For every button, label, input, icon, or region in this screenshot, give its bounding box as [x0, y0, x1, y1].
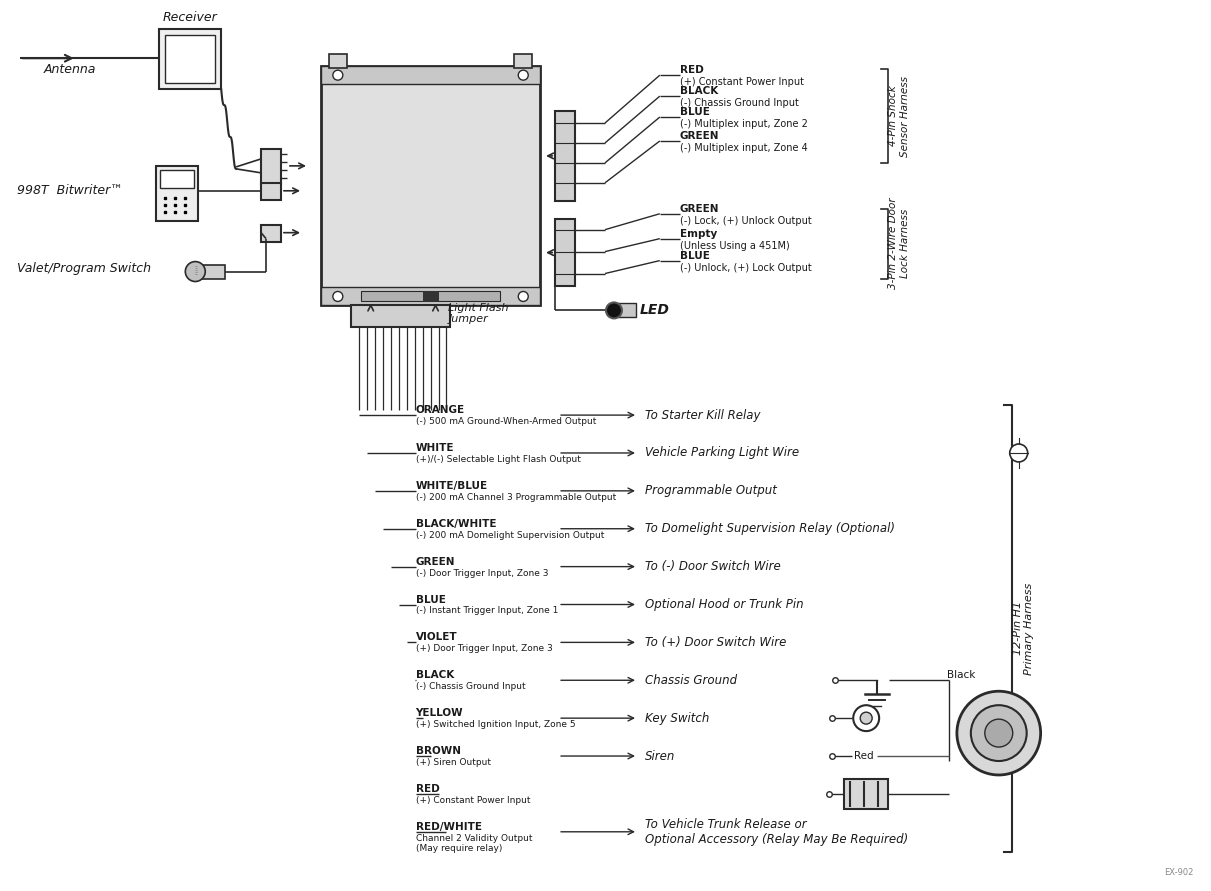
Bar — [844, 779, 888, 809]
Text: GREEN: GREEN — [679, 204, 719, 214]
Bar — [262, 183, 281, 200]
Text: RED: RED — [415, 784, 440, 794]
Text: Channel 2 Validity Output
(May require relay): Channel 2 Validity Output (May require r… — [415, 834, 532, 854]
Bar — [515, 54, 532, 69]
Text: VIOLET: VIOLET — [415, 633, 458, 642]
Bar — [160, 29, 222, 89]
Bar — [262, 149, 281, 184]
Bar — [555, 218, 575, 287]
Circle shape — [518, 70, 528, 80]
Text: ORANGE: ORANGE — [415, 405, 465, 415]
Bar — [160, 170, 194, 188]
Circle shape — [333, 70, 343, 80]
Bar — [361, 291, 500, 301]
Text: Vehicle Parking Light Wire: Vehicle Parking Light Wire — [645, 446, 799, 460]
Text: Programmable Output: Programmable Output — [645, 485, 776, 497]
Text: (-) Multiplex input, Zone 2: (-) Multiplex input, Zone 2 — [679, 119, 808, 129]
Circle shape — [333, 291, 343, 301]
Text: (-) Unlock, (+) Lock Output: (-) Unlock, (+) Lock Output — [679, 263, 811, 273]
Text: RED: RED — [679, 65, 704, 75]
Text: To Domelight Supervision Relay (Optional): To Domelight Supervision Relay (Optional… — [645, 522, 895, 535]
Text: (-) Instant Trigger Input, Zone 1: (-) Instant Trigger Input, Zone 1 — [415, 607, 558, 616]
Text: To Vehicle Trunk Release or
Optional Accessory (Relay May Be Required): To Vehicle Trunk Release or Optional Acc… — [645, 818, 908, 846]
Text: (-) Lock, (+) Unlock Output: (-) Lock, (+) Unlock Output — [679, 216, 811, 225]
Text: RED/WHITE: RED/WHITE — [415, 822, 482, 832]
Text: (-) Door Trigger Input, Zone 3: (-) Door Trigger Input, Zone 3 — [415, 568, 549, 577]
Circle shape — [854, 705, 879, 732]
Text: (-) 500 mA Ground-When-Armed Output: (-) 500 mA Ground-When-Armed Output — [415, 417, 596, 426]
Text: (Unless Using a 451M): (Unless Using a 451M) — [679, 241, 790, 250]
Text: EX-902: EX-902 — [1164, 868, 1193, 877]
Circle shape — [985, 719, 1012, 747]
Text: Light Flash
Jumper: Light Flash Jumper — [448, 303, 509, 324]
Text: (+) Siren Output: (+) Siren Output — [415, 758, 490, 767]
Bar — [262, 225, 281, 241]
Text: 12-Pin H1
Primary Harness: 12-Pin H1 Primary Harness — [1012, 583, 1034, 674]
Text: To Starter Kill Relay: To Starter Kill Relay — [645, 409, 761, 421]
Text: BLUE: BLUE — [415, 594, 446, 604]
Text: To (+) Door Switch Wire: To (+) Door Switch Wire — [645, 636, 786, 649]
Text: BLACK: BLACK — [415, 670, 454, 680]
Bar — [321, 66, 540, 306]
Text: LED: LED — [639, 304, 670, 317]
Circle shape — [860, 712, 872, 724]
Text: (-) 200 mA Domelight Supervision Output: (-) 200 mA Domelight Supervision Output — [415, 531, 604, 540]
Text: Empty: Empty — [679, 229, 717, 239]
Text: Key Switch: Key Switch — [645, 712, 710, 724]
Text: Siren: Siren — [645, 749, 676, 763]
Text: GREEN: GREEN — [679, 131, 719, 141]
Circle shape — [971, 705, 1027, 761]
Circle shape — [606, 302, 622, 318]
Bar — [351, 306, 450, 327]
Bar — [555, 111, 575, 200]
Text: Chassis Ground: Chassis Ground — [645, 674, 737, 687]
Text: (-) 200 mA Channel 3 Programmable Output: (-) 200 mA Channel 3 Programmable Output — [415, 493, 616, 502]
Text: (+) Constant Power Input: (+) Constant Power Input — [679, 78, 804, 87]
Bar — [614, 304, 636, 317]
Text: 3-Pin 2-Wire Door
Lock Harness: 3-Pin 2-Wire Door Lock Harness — [889, 198, 909, 290]
Text: BLUE: BLUE — [679, 107, 710, 117]
Text: BROWN: BROWN — [415, 746, 460, 756]
Text: BLACK/WHITE: BLACK/WHITE — [415, 519, 497, 528]
Text: YELLOW: YELLOW — [415, 708, 464, 718]
Text: (+)/(-) Selectable Light Flash Output: (+)/(-) Selectable Light Flash Output — [415, 455, 580, 464]
Bar — [195, 265, 225, 279]
Text: GREEN: GREEN — [415, 557, 455, 567]
Text: WHITE: WHITE — [415, 443, 454, 453]
Bar — [321, 66, 540, 84]
Text: 998T  Bitwriter™: 998T Bitwriter™ — [17, 184, 122, 197]
Text: Receiver: Receiver — [163, 12, 218, 24]
Bar — [156, 166, 199, 221]
Text: BLUE: BLUE — [679, 250, 710, 260]
Bar — [423, 291, 438, 302]
Text: (+) Constant Power Input: (+) Constant Power Input — [415, 796, 530, 805]
Text: (-) Chassis Ground Input: (-) Chassis Ground Input — [415, 683, 526, 691]
Text: BLACK: BLACK — [679, 86, 718, 96]
Bar — [329, 54, 346, 69]
Circle shape — [1010, 444, 1028, 462]
Bar — [321, 288, 540, 306]
Circle shape — [957, 691, 1040, 775]
Text: Valet/Program Switch: Valet/Program Switch — [17, 262, 151, 275]
Text: 4-Pin Shock
Sensor Harness: 4-Pin Shock Sensor Harness — [889, 76, 909, 157]
Text: (-) Chassis Ground Input: (-) Chassis Ground Input — [679, 98, 798, 108]
Text: (+) Door Trigger Input, Zone 3: (+) Door Trigger Input, Zone 3 — [415, 644, 552, 653]
Text: (+) Switched Ignition Input, Zone 5: (+) Switched Ignition Input, Zone 5 — [415, 720, 575, 729]
Circle shape — [185, 262, 205, 282]
Text: Black: Black — [947, 670, 975, 681]
Text: Optional Hood or Trunk Pin: Optional Hood or Trunk Pin — [645, 598, 804, 611]
Text: Red: Red — [854, 751, 874, 761]
Text: WHITE/BLUE: WHITE/BLUE — [415, 481, 488, 491]
Text: Antenna: Antenna — [44, 63, 96, 77]
Text: To (-) Door Switch Wire: To (-) Door Switch Wire — [645, 560, 781, 573]
Text: (-) Multiplex input, Zone 4: (-) Multiplex input, Zone 4 — [679, 143, 808, 153]
Bar — [166, 36, 216, 83]
Circle shape — [518, 291, 528, 301]
